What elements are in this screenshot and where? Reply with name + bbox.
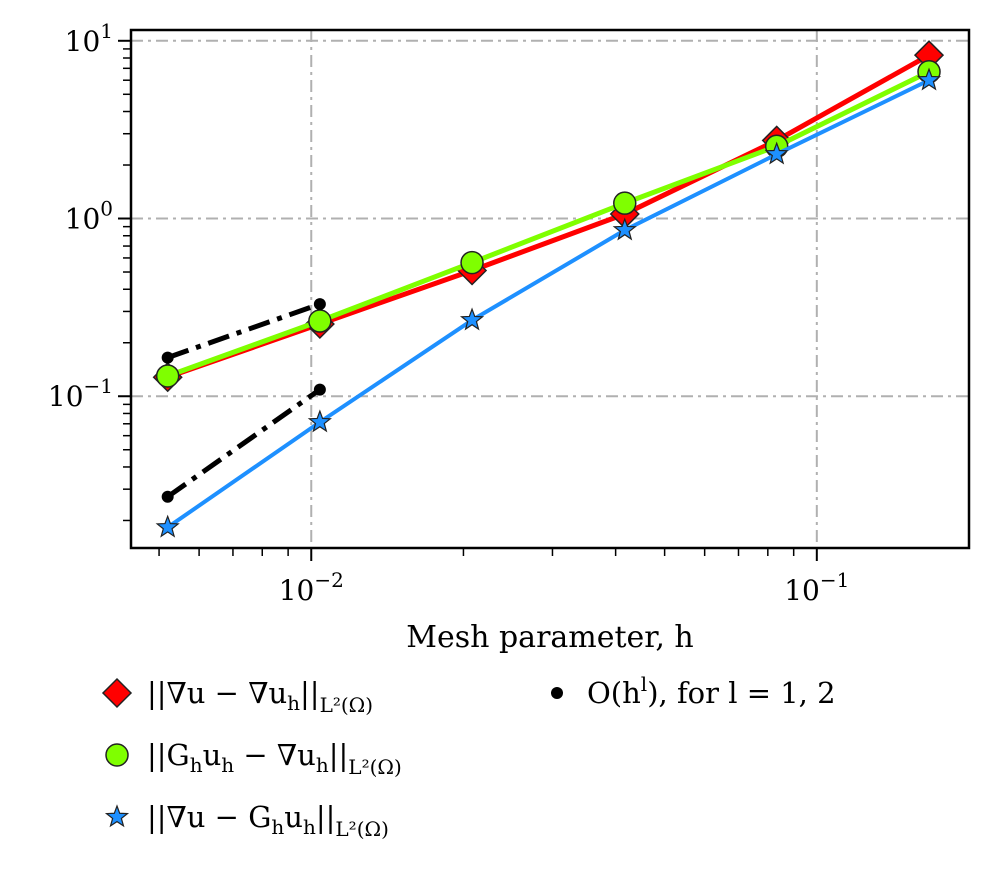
- grid-lines: [131, 30, 969, 548]
- data-point: [155, 514, 180, 538]
- series-layer: [152, 40, 945, 538]
- legend-entry: ||∇u − ∇uh||L²(Ω): [101, 676, 373, 717]
- series-reference-rate: [161, 298, 326, 503]
- plot-frame: [129, 28, 971, 550]
- axes: 10−2 10−1 10−1 100 101 Mesh parameter, h: [48, 19, 971, 655]
- x-axis-title: Mesh parameter, h: [406, 620, 694, 655]
- series-star: [155, 67, 942, 538]
- legend-label: ||∇u − ∇uh||L²(Ω): [147, 676, 373, 717]
- y-tick-label: 101: [65, 19, 113, 58]
- data-point: [612, 217, 637, 241]
- legend-label: O(hl), for l = 1, 2: [587, 672, 836, 710]
- data-point: [764, 141, 789, 165]
- x-tick-label: 10−2: [279, 568, 344, 607]
- legend-entry: ||∇u − Ghuh||L²(Ω): [104, 800, 389, 841]
- reference-point: [161, 490, 174, 503]
- legend-marker: [101, 677, 133, 709]
- legend-entry: O(hl), for l = 1, 2: [551, 672, 836, 710]
- legend-marker: [104, 804, 130, 828]
- series-line: [166, 78, 930, 529]
- y-tick-label: 10−1: [48, 374, 113, 413]
- legend-marker: [105, 743, 129, 767]
- reference-point: [161, 351, 174, 364]
- reference-point: [313, 383, 326, 396]
- data-point: [155, 364, 180, 388]
- data-point: [613, 191, 637, 215]
- data-point: [916, 67, 942, 91]
- legend: ||∇u − ∇uh||L²(Ω) ||Ghuh − ∇uh||L²(Ω) ||∇u…: [101, 672, 836, 841]
- reference-line: [166, 387, 322, 499]
- data-point: [308, 309, 332, 333]
- legend-label: ||∇u − Ghuh||L²(Ω): [147, 800, 389, 841]
- data-point: [459, 307, 485, 331]
- reference-point: [313, 298, 326, 311]
- legend-entry: ||Ghuh − ∇uh||L²(Ω): [105, 738, 402, 779]
- y-tick-label: 100: [65, 197, 113, 236]
- legend-label: ||Ghuh − ∇uh||L²(Ω): [147, 738, 402, 779]
- x-tick-label: 10−1: [784, 568, 849, 607]
- data-point: [460, 250, 484, 275]
- series-line: [166, 52, 931, 380]
- legend-marker: [551, 687, 563, 699]
- series-circle: [155, 59, 941, 388]
- reference-line: [166, 301, 321, 360]
- series-line: [166, 69, 931, 379]
- data-point: [307, 409, 332, 433]
